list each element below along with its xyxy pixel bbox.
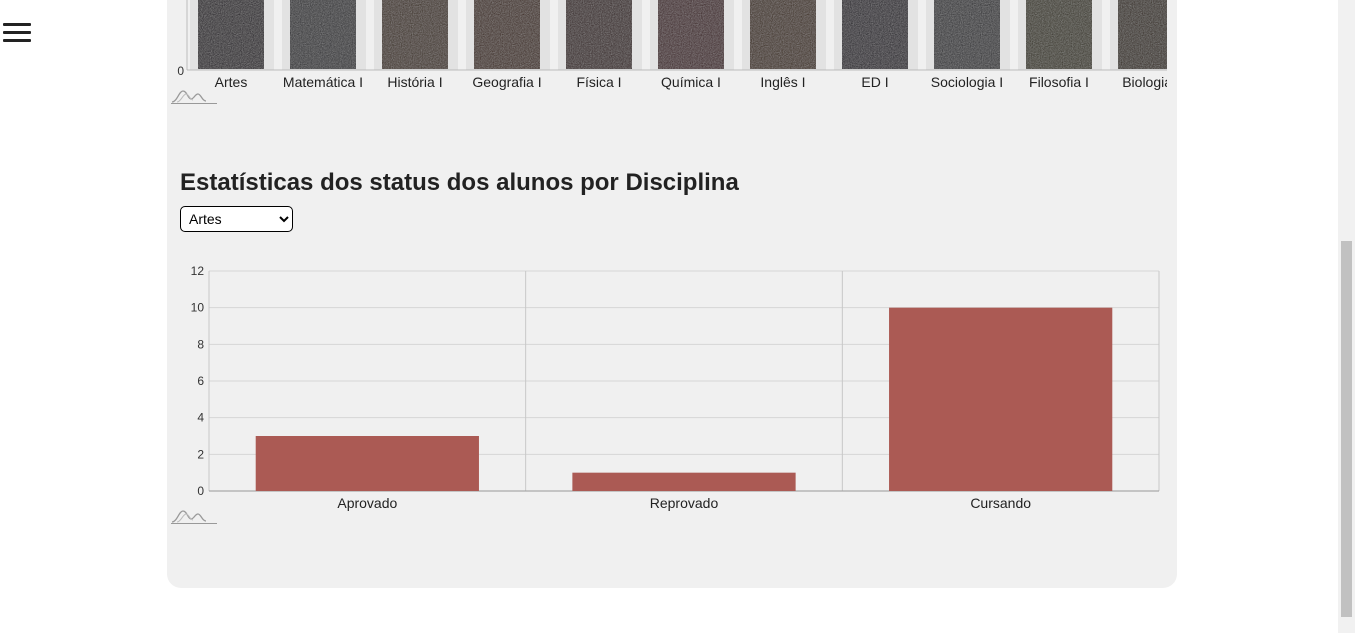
status-bar-cursando [889,307,1113,491]
subject-chart: Artes Matemática I História I Geografia I Fí… [177,0,1167,90]
subject-bar [382,0,448,69]
subject-label: História I [387,74,442,90]
y-tick-label: 0 [197,484,204,498]
section-title: Estatísticas dos status dos alunos por D… [180,169,739,196]
subject-bar [934,0,1000,69]
subject-select[interactable]: Artes [180,206,293,232]
x-category-label: Reprovado [650,495,719,511]
y-tick-label: 10 [191,301,205,315]
top-y-tick-0: 0 [177,64,184,78]
chart-logo-icon [171,90,217,104]
page-scrollbar[interactable] [1338,0,1355,633]
y-tick-label: 8 [197,337,204,351]
subject-bar [198,0,264,69]
subject-label: Física I [576,74,621,90]
subject-bar [750,0,816,69]
y-tick-label: 12 [191,264,205,278]
subject-label: ED I [861,74,888,90]
subject-label: Artes [215,74,248,90]
subject-label: Matemática I [283,74,363,90]
status-bar-aprovado [255,436,479,491]
subject-bar [290,0,356,69]
subject-label: Geografia I [472,74,541,90]
y-tick-label: 6 [197,374,204,388]
subject-label: Química I [661,74,721,90]
status-bar-reprovado [572,472,796,491]
subject-bar [1026,0,1092,69]
subject-label: Inglês I [760,74,805,90]
subject-label: Biologia I [1122,74,1167,90]
y-tick-label: 2 [197,447,204,461]
subject-label: Filosofia I [1029,74,1089,90]
subject-bar [474,0,540,69]
subject-bar [1118,0,1167,69]
hamburger-menu-icon[interactable] [3,23,31,43]
subject-label: Sociologia I [931,74,1003,90]
subject-bar [842,0,908,69]
scrollbar-thumb[interactable] [1341,241,1352,617]
subject-bar [658,0,724,69]
chart-logo-icon [171,510,217,524]
subject-bar [566,0,632,69]
x-category-label: Aprovado [337,495,397,511]
status-chart: 0 2 4 6 8 10 12 Aprovado Reprovado Cursando [191,264,1160,511]
x-category-label: Cursando [970,495,1031,511]
y-tick-label: 4 [197,411,204,425]
